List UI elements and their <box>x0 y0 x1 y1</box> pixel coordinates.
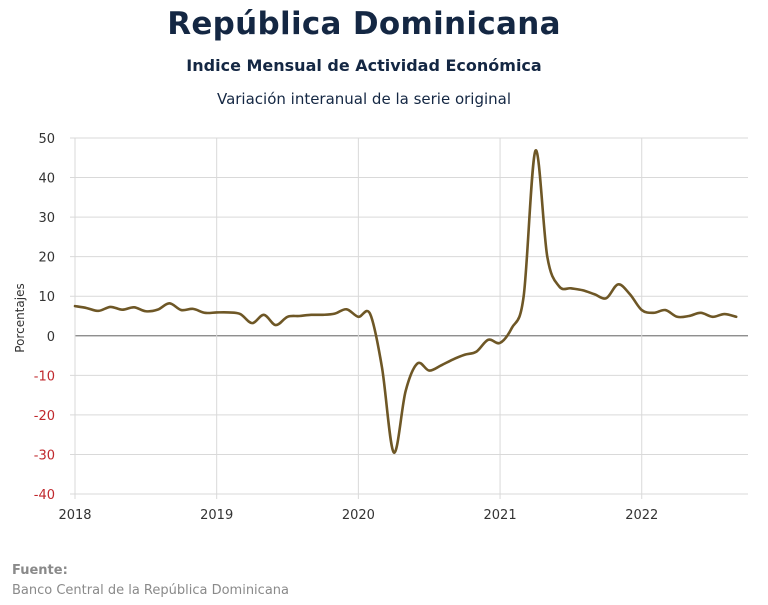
x-tick-label: 2020 <box>342 508 375 523</box>
y-tick-label: 20 <box>38 251 55 266</box>
y-tick-label: 10 <box>38 290 55 305</box>
series-line-0 <box>73 149 738 454</box>
x-tick-label: 2018 <box>58 508 91 523</box>
source-text: Banco Central de la República Dominicana <box>12 583 289 598</box>
chart-title: República Dominicana <box>167 6 561 42</box>
y-tick-label: 50 <box>38 132 55 147</box>
y-tick-label: -20 <box>34 409 55 424</box>
chart-subtitle: Indice Mensual de Actividad Económica <box>186 56 542 75</box>
y-tick-label: 40 <box>38 172 55 187</box>
grid-layer <box>70 137 748 499</box>
x-tick-label: 2021 <box>484 508 517 523</box>
y-tick-label: 0 <box>47 330 55 345</box>
y-axis-label: Porcentajes <box>13 283 27 352</box>
y-tick-label: -30 <box>34 448 55 463</box>
y-tick-label: -40 <box>34 488 55 503</box>
x-tick-label: 2022 <box>625 508 658 523</box>
source-label: Fuente: <box>12 563 68 578</box>
series-layer <box>73 149 738 454</box>
y-tick-label: 30 <box>38 211 55 226</box>
y-tick-label: -10 <box>34 369 55 384</box>
x-tick-label: 2019 <box>200 508 233 523</box>
chart-subtitle-secondary: Variación interanual de la serie origina… <box>216 90 512 108</box>
